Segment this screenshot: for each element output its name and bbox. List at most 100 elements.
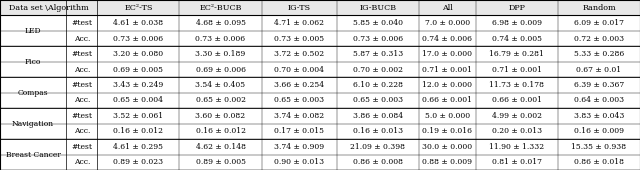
Text: #test: #test xyxy=(71,19,92,27)
Text: 3.74 ± 0.082: 3.74 ± 0.082 xyxy=(274,112,324,120)
Text: 0.20 ± 0.013: 0.20 ± 0.013 xyxy=(492,127,542,135)
Bar xyxy=(0,155,640,170)
Text: Random: Random xyxy=(582,4,616,12)
Text: 3.83 ± 0.043: 3.83 ± 0.043 xyxy=(574,112,624,120)
Text: 3.43 ± 0.249: 3.43 ± 0.249 xyxy=(113,81,164,89)
Text: DPP: DPP xyxy=(508,4,525,12)
Text: 0.73 ± 0.006: 0.73 ± 0.006 xyxy=(353,35,403,43)
Text: 3.74 ± 0.909: 3.74 ± 0.909 xyxy=(274,143,324,151)
Text: 0.86 ± 0.008: 0.86 ± 0.008 xyxy=(353,158,403,166)
Text: 0.17 ± 0.015: 0.17 ± 0.015 xyxy=(274,127,324,135)
Text: 0.89 ± 0.005: 0.89 ± 0.005 xyxy=(196,158,246,166)
Text: 11.90 ± 1.332: 11.90 ± 1.332 xyxy=(490,143,545,151)
Text: #test: #test xyxy=(71,112,92,120)
Text: 0.66 ± 0.001: 0.66 ± 0.001 xyxy=(422,96,472,104)
Text: 0.66 ± 0.001: 0.66 ± 0.001 xyxy=(492,96,542,104)
Text: 3.60 ± 0.082: 3.60 ± 0.082 xyxy=(195,112,246,120)
Bar xyxy=(0,62,640,77)
Text: 0.90 ± 0.013: 0.90 ± 0.013 xyxy=(274,158,324,166)
Text: 5.0 ± 0.000: 5.0 ± 0.000 xyxy=(425,112,470,120)
Text: 4.99 ± 0.002: 4.99 ± 0.002 xyxy=(492,112,542,120)
Text: 3.30 ± 0.189: 3.30 ± 0.189 xyxy=(195,50,246,58)
Text: 0.16 ± 0.012: 0.16 ± 0.012 xyxy=(113,127,163,135)
Text: 3.66 ± 0.254: 3.66 ± 0.254 xyxy=(274,81,324,89)
Text: Breast Cancer: Breast Cancer xyxy=(6,151,61,159)
Text: 6.10 ± 0.228: 6.10 ± 0.228 xyxy=(353,81,403,89)
Text: Data set \Algorithm: Data set \Algorithm xyxy=(9,4,88,12)
Text: 30.0 ± 0.000: 30.0 ± 0.000 xyxy=(422,143,472,151)
Text: 6.98 ± 0.009: 6.98 ± 0.009 xyxy=(492,19,542,27)
Text: 0.81 ± 0.017: 0.81 ± 0.017 xyxy=(492,158,542,166)
Text: 0.65 ± 0.002: 0.65 ± 0.002 xyxy=(196,96,246,104)
Text: Acc.: Acc. xyxy=(74,96,90,104)
Text: 0.73 ± 0.006: 0.73 ± 0.006 xyxy=(113,35,163,43)
Bar xyxy=(0,15,640,31)
Text: 0.16 ± 0.009: 0.16 ± 0.009 xyxy=(574,127,624,135)
Text: 0.16 ± 0.012: 0.16 ± 0.012 xyxy=(196,127,246,135)
Text: #test: #test xyxy=(71,143,92,151)
Text: #test: #test xyxy=(71,81,92,89)
Bar xyxy=(0,124,640,139)
Bar xyxy=(0,108,640,124)
Text: 7.0 ± 0.000: 7.0 ± 0.000 xyxy=(425,19,470,27)
Text: 15.35 ± 0.938: 15.35 ± 0.938 xyxy=(572,143,627,151)
Text: 6.39 ± 0.367: 6.39 ± 0.367 xyxy=(574,81,624,89)
Text: 0.70 ± 0.002: 0.70 ± 0.002 xyxy=(353,66,403,74)
Text: Acc.: Acc. xyxy=(74,127,90,135)
Text: IG-BUCB: IG-BUCB xyxy=(359,4,396,12)
Text: 17.0 ± 0.000: 17.0 ± 0.000 xyxy=(422,50,472,58)
Text: 11.73 ± 0.178: 11.73 ± 0.178 xyxy=(490,81,545,89)
Text: 0.65 ± 0.003: 0.65 ± 0.003 xyxy=(274,96,324,104)
Text: 4.62 ± 0.148: 4.62 ± 0.148 xyxy=(196,143,246,151)
Text: 5.33 ± 0.286: 5.33 ± 0.286 xyxy=(574,50,624,58)
Text: 0.71 ± 0.001: 0.71 ± 0.001 xyxy=(492,66,542,74)
Text: 16.79 ± 0.281: 16.79 ± 0.281 xyxy=(490,50,544,58)
Text: 5.85 ± 0.040: 5.85 ± 0.040 xyxy=(353,19,403,27)
Text: Acc.: Acc. xyxy=(74,158,90,166)
Text: 4.68 ± 0.095: 4.68 ± 0.095 xyxy=(196,19,246,27)
Text: EC²-BUCB: EC²-BUCB xyxy=(199,4,242,12)
Text: 0.70 ± 0.004: 0.70 ± 0.004 xyxy=(274,66,324,74)
Text: 0.73 ± 0.006: 0.73 ± 0.006 xyxy=(195,35,246,43)
Bar xyxy=(0,46,640,62)
Text: 12.0 ± 0.000: 12.0 ± 0.000 xyxy=(422,81,472,89)
Text: Compas: Compas xyxy=(18,89,49,97)
Text: Navigation: Navigation xyxy=(12,120,54,128)
Text: 0.74 ± 0.006: 0.74 ± 0.006 xyxy=(422,35,472,43)
Bar xyxy=(0,77,640,93)
Text: 0.72 ± 0.003: 0.72 ± 0.003 xyxy=(574,35,624,43)
Text: 0.69 ± 0.005: 0.69 ± 0.005 xyxy=(113,66,163,74)
Text: 4.61 ± 0.038: 4.61 ± 0.038 xyxy=(113,19,163,27)
Bar xyxy=(0,93,640,108)
Text: Acc.: Acc. xyxy=(74,66,90,74)
Text: 0.73 ± 0.005: 0.73 ± 0.005 xyxy=(274,35,324,43)
Text: 3.52 ± 0.061: 3.52 ± 0.061 xyxy=(113,112,163,120)
Text: 0.89 ± 0.023: 0.89 ± 0.023 xyxy=(113,158,163,166)
Text: 0.88 ± 0.009: 0.88 ± 0.009 xyxy=(422,158,472,166)
Text: 4.61 ± 0.295: 4.61 ± 0.295 xyxy=(113,143,163,151)
Text: 0.65 ± 0.003: 0.65 ± 0.003 xyxy=(353,96,403,104)
Text: 3.20 ± 0.080: 3.20 ± 0.080 xyxy=(113,50,163,58)
Text: 0.65 ± 0.004: 0.65 ± 0.004 xyxy=(113,96,163,104)
Text: 0.67 ± 0.01: 0.67 ± 0.01 xyxy=(577,66,621,74)
Text: 0.69 ± 0.006: 0.69 ± 0.006 xyxy=(196,66,246,74)
Text: 0.16 ± 0.013: 0.16 ± 0.013 xyxy=(353,127,403,135)
Text: 3.86 ± 0.084: 3.86 ± 0.084 xyxy=(353,112,403,120)
Text: 6.09 ± 0.017: 6.09 ± 0.017 xyxy=(574,19,624,27)
Text: Acc.: Acc. xyxy=(74,35,90,43)
Text: 3.54 ± 0.405: 3.54 ± 0.405 xyxy=(195,81,246,89)
Text: IG-TS: IG-TS xyxy=(287,4,310,12)
Bar xyxy=(0,0,640,15)
Text: LED: LED xyxy=(25,27,42,35)
Text: #test: #test xyxy=(71,50,92,58)
Bar xyxy=(0,139,640,155)
Text: Fico: Fico xyxy=(25,58,41,66)
Text: 4.71 ± 0.062: 4.71 ± 0.062 xyxy=(274,19,324,27)
Text: 0.86 ± 0.018: 0.86 ± 0.018 xyxy=(574,158,624,166)
Text: 0.19 ± 0.016: 0.19 ± 0.016 xyxy=(422,127,472,135)
Bar xyxy=(0,31,640,46)
Text: 0.71 ± 0.001: 0.71 ± 0.001 xyxy=(422,66,472,74)
Text: 0.74 ± 0.005: 0.74 ± 0.005 xyxy=(492,35,542,43)
Text: 0.64 ± 0.003: 0.64 ± 0.003 xyxy=(574,96,624,104)
Text: 21.09 ± 0.398: 21.09 ± 0.398 xyxy=(350,143,405,151)
